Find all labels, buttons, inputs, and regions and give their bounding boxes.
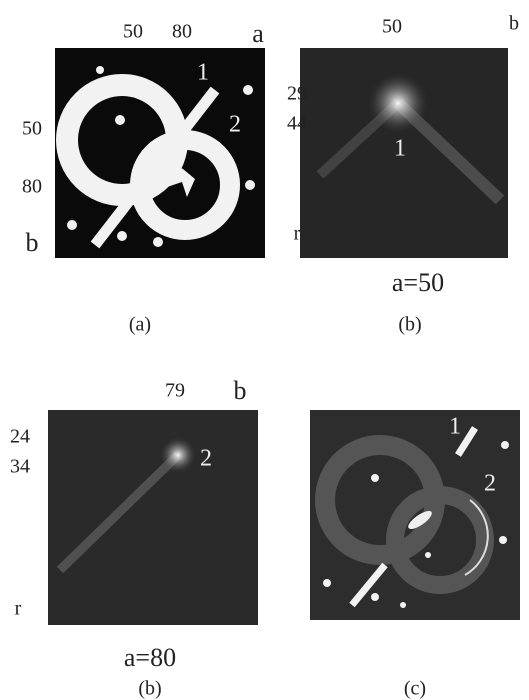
bottom-left-label: r <box>294 223 301 245</box>
inner-label: 2 <box>484 471 496 497</box>
panel-a: 50 80 a 50 80 b 1 2 (a) <box>22 19 265 336</box>
left-label: 50 <box>22 118 42 140</box>
left-label: 34 <box>10 456 30 478</box>
top-label: 80 <box>172 21 192 43</box>
inner-label: 2 <box>229 112 241 138</box>
subtitle: a=50 <box>392 268 444 297</box>
panel-image <box>310 410 520 620</box>
caption: (c) <box>404 678 426 700</box>
inner-label: 1 <box>197 60 209 86</box>
top-label: 50 <box>382 16 402 38</box>
left-label: 44 <box>287 113 307 135</box>
panel-b1: 50 b 29 44 r 1 a=50 (b) <box>287 13 519 336</box>
panel-b2: 79 b 24 34 r 2 a=80 (b) <box>10 376 258 700</box>
panel-c: 1 2 (c) <box>310 410 520 700</box>
inner-label: 1 <box>449 414 461 440</box>
left-label: 29 <box>287 83 307 105</box>
top-label: 50 <box>123 21 143 43</box>
peak <box>368 73 428 133</box>
inner-label: 2 <box>200 446 212 472</box>
corner-label: b <box>234 376 247 405</box>
left-label: 24 <box>10 426 30 448</box>
figure: 50 80 a 50 80 b 1 2 (a) 50 b 29 44 r 1 a… <box>0 0 529 700</box>
top-label: 79 <box>165 380 185 402</box>
peak <box>160 437 196 473</box>
caption: (b) <box>138 678 161 700</box>
corner-label: b <box>509 13 519 35</box>
panel-image <box>48 410 258 625</box>
subtitle: a=80 <box>124 643 176 672</box>
left-label: 80 <box>22 176 42 198</box>
caption: (b) <box>398 314 421 336</box>
inner-label: 1 <box>394 136 406 162</box>
caption: (a) <box>129 314 151 336</box>
bottom-left-label: r <box>15 598 22 620</box>
corner-label: a <box>252 19 264 48</box>
bottom-left-label: b <box>26 228 39 257</box>
